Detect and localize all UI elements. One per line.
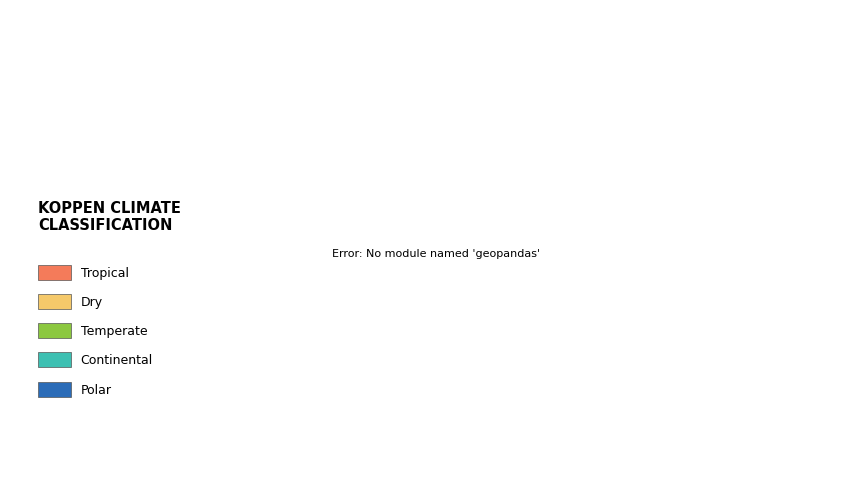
Text: KOPPEN CLIMATE
CLASSIFICATION: KOPPEN CLIMATE CLASSIFICATION [38, 200, 181, 233]
Text: Polar: Polar [81, 383, 111, 396]
Text: Tropical: Tropical [81, 267, 128, 280]
Text: Dry: Dry [81, 296, 103, 309]
Text: Error: No module named 'geopandas': Error: No module named 'geopandas' [332, 248, 540, 258]
Text: Temperate: Temperate [81, 325, 147, 338]
Text: Continental: Continental [81, 354, 153, 367]
